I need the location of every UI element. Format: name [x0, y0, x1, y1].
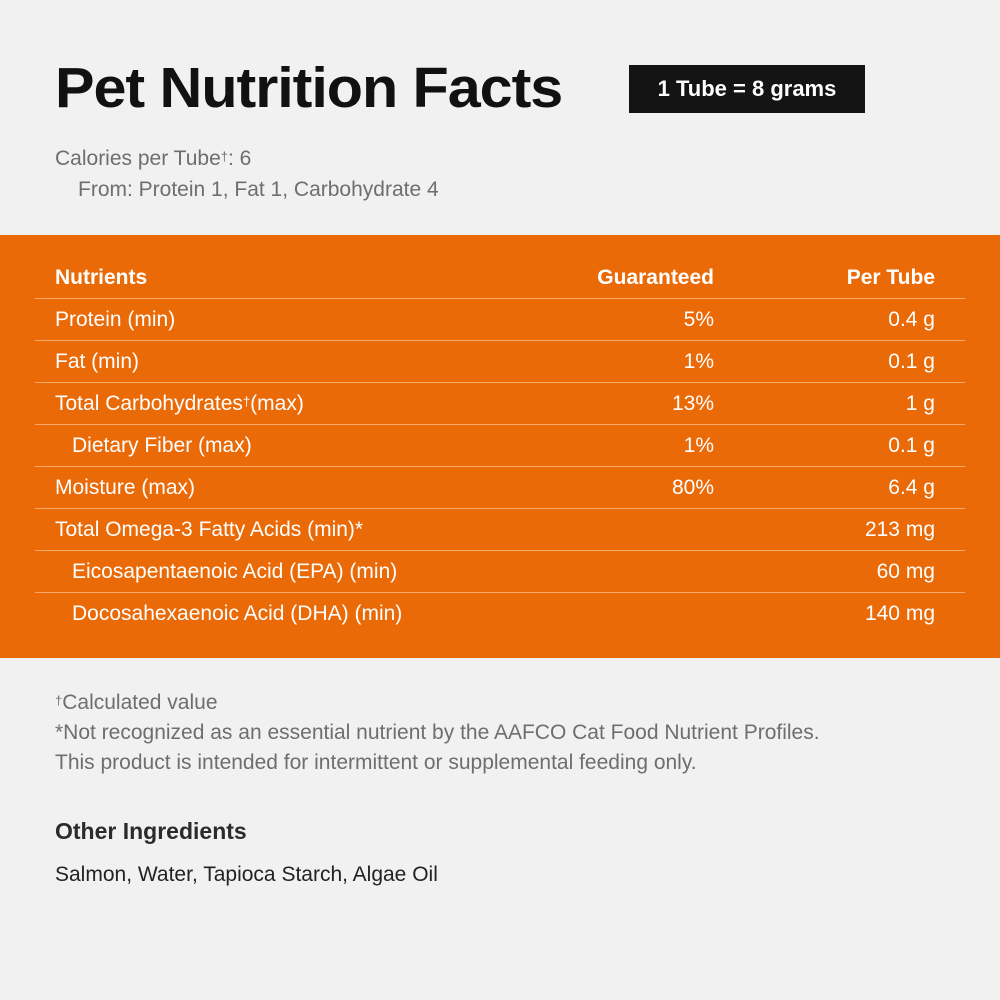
calories-label: Calories per Tube	[55, 147, 221, 170]
table-row: Fat (min) 1% 0.1 g	[35, 341, 965, 383]
calories-info: Calories per Tube†: 6 From: Protein 1, F…	[55, 143, 439, 205]
nutrient-guaranteed: 13%	[671, 392, 714, 415]
nutrient-name: Total Carbohydrates†(max)	[55, 383, 304, 424]
nutrient-panel: Nutrients Guaranteed Per Tube Protein (m…	[0, 235, 1000, 658]
table-row: Eicosapentaenoic Acid (EPA) (min) 60 mg	[35, 551, 965, 593]
nutrient-name-suffix: (max)	[250, 392, 304, 415]
calories-value: : 6	[228, 147, 252, 170]
nutrient-name-text: Total Carbohydrates	[55, 392, 243, 415]
footnote-calculated-text: Calculated value	[62, 691, 218, 714]
table-row: Dietary Fiber (max) 1% 0.1 g	[35, 425, 965, 467]
table-header-row: Nutrients Guaranteed Per Tube	[35, 257, 965, 299]
calories-line: Calories per Tube†: 6	[55, 143, 439, 174]
table-row: Total Omega-3 Fatty Acids (min)* 213 mg	[35, 509, 965, 551]
nutrient-per-tube: 6.4 g	[888, 476, 935, 499]
nutrient-guaranteed: 80%	[671, 476, 714, 499]
nutrient-table: Nutrients Guaranteed Per Tube Protein (m…	[35, 257, 965, 634]
nutrient-per-tube: 0.1 g	[888, 434, 935, 457]
nutrient-name: Fat (min)	[55, 350, 139, 373]
nutrient-guaranteed: 1%	[683, 434, 714, 457]
header-guaranteed: Guaranteed	[597, 266, 714, 289]
ingredients-title: Other Ingredients	[55, 818, 247, 844]
footnotes: †Calculated value *Not recognized as an …	[55, 688, 820, 778]
nutrient-per-tube: 0.4 g	[888, 308, 935, 331]
footnote-aafco: *Not recognized as an essential nutrient…	[55, 721, 820, 744]
nutrient-per-tube: 60 mg	[876, 560, 935, 583]
header: Pet Nutrition Facts 1 Tube = 8 grams	[55, 52, 955, 132]
nutrient-per-tube: 0.1 g	[888, 350, 935, 373]
nutrient-name: Moisture (max)	[55, 476, 196, 499]
nutrient-name: Docosahexaenoic Acid (DHA) (min)	[72, 602, 403, 625]
nutrient-name: Protein (min)	[55, 308, 176, 331]
nutrient-name: Total Omega-3 Fatty Acids (min)*	[55, 518, 364, 541]
nutrient-guaranteed: 5%	[683, 308, 714, 331]
nutrient-dagger: †	[242, 394, 251, 409]
table-row: Moisture (max) 80% 6.4 g	[35, 467, 965, 509]
table-row: Docosahexaenoic Acid (DHA) (min) 140 mg	[35, 593, 965, 634]
calories-dagger: †	[220, 149, 228, 164]
table-row: Total Carbohydrates†(max) 13% 1 g	[35, 383, 965, 425]
ingredients-list: Salmon, Water, Tapioca Starch, Algae Oil	[55, 863, 438, 886]
calories-breakdown: From: Protein 1, Fat 1, Carbohydrate 4	[78, 178, 439, 201]
footnote-calculated: †Calculated value	[55, 688, 820, 718]
footnote-dagger: †	[55, 693, 63, 708]
nutrient-guaranteed: 1%	[683, 350, 714, 373]
nutrient-per-tube: 140 mg	[864, 602, 935, 625]
header-per-tube: Per Tube	[846, 266, 935, 289]
nutrient-per-tube: 213 mg	[864, 518, 935, 541]
nutrient-name: Dietary Fiber (max)	[72, 434, 252, 457]
serving-size-badge: 1 Tube = 8 grams	[629, 65, 865, 113]
header-nutrients: Nutrients	[55, 266, 148, 289]
nutrient-name: Eicosapentaenoic Acid (EPA) (min)	[72, 560, 398, 583]
table-row: Protein (min) 5% 0.4 g	[35, 299, 965, 341]
page-title: Pet Nutrition Facts	[55, 56, 563, 120]
footnote-feeding: This product is intended for intermitten…	[55, 751, 697, 774]
nutrient-per-tube: 1 g	[905, 392, 935, 415]
